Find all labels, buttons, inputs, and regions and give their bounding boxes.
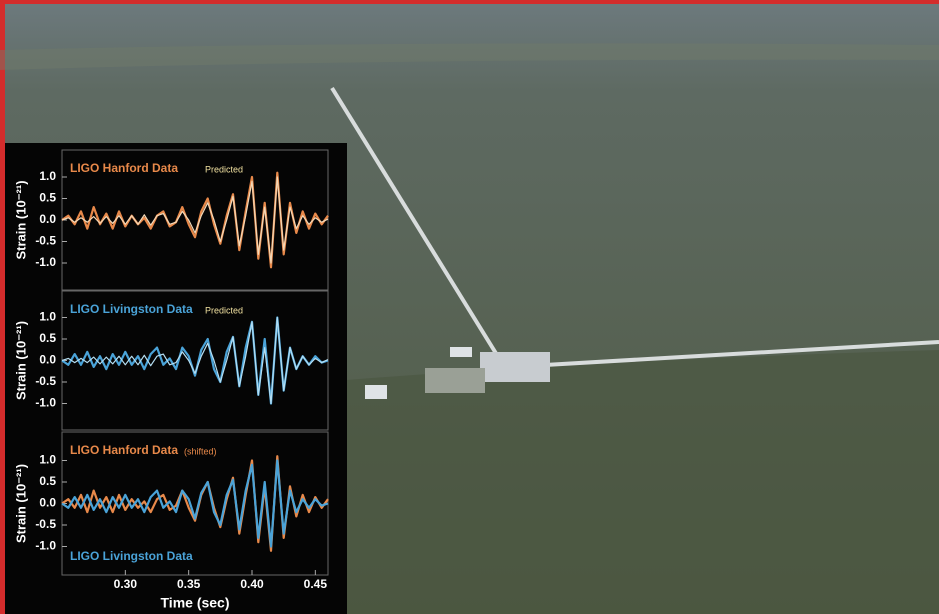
top-border: [0, 0, 939, 4]
chart-panel: [5, 143, 347, 614]
x-tick-label: 0.30: [114, 577, 138, 591]
legend-label: LIGO Livingston Data: [70, 302, 193, 316]
y-tick-label: 1.0: [39, 169, 56, 183]
left-border: [0, 0, 5, 614]
legend-label: LIGO Hanford Data: [70, 161, 178, 175]
annotation: (shifted): [184, 446, 217, 456]
building: [480, 352, 550, 382]
y-tick-label: -1.0: [35, 255, 56, 269]
y-tick-label: 1.0: [39, 310, 56, 324]
x-tick-label: 0.45: [304, 577, 328, 591]
y-tick-label: 0.0: [39, 496, 56, 510]
x-tick-label: 0.35: [177, 577, 201, 591]
y-tick-label: -1.0: [35, 396, 56, 410]
building: [450, 347, 472, 357]
y-tick-label: 0.5: [39, 191, 56, 205]
y-axis-label: Strain (10⁻²¹): [13, 464, 28, 543]
y-tick-label: 0.5: [39, 331, 56, 345]
y-tick-label: 0.0: [39, 353, 56, 367]
y-tick-label: -0.5: [35, 234, 56, 248]
building: [425, 368, 485, 393]
legend-label: Predicted: [205, 305, 243, 315]
y-tick-label: 1.0: [39, 453, 56, 467]
legend-label: LIGO Hanford Data: [70, 443, 178, 457]
page: {"chart_data": [ {"type": "line", "ylabe…: [0, 0, 939, 614]
legend-label: Predicted: [205, 164, 243, 174]
y-tick-label: 0.0: [39, 212, 56, 226]
y-axis-label: Strain (10⁻²¹): [13, 321, 28, 400]
x-axis-label: Time (sec): [161, 595, 230, 611]
y-tick-label: -0.5: [35, 374, 56, 388]
y-axis-label: Strain (10⁻²¹): [13, 180, 28, 259]
y-tick-label: -0.5: [35, 517, 56, 531]
screen: 1.0 0.5 0.0 -0.5 -1.0 Strain (10⁻²¹) LIGO Hanf…: [0, 0, 939, 614]
x-tick-label: 0.40: [240, 577, 264, 591]
y-tick-label: -1.0: [35, 539, 56, 553]
building: [365, 385, 387, 399]
y-tick-label: 0.5: [39, 474, 56, 488]
legend-label: LIGO Livingston Data: [70, 549, 193, 563]
